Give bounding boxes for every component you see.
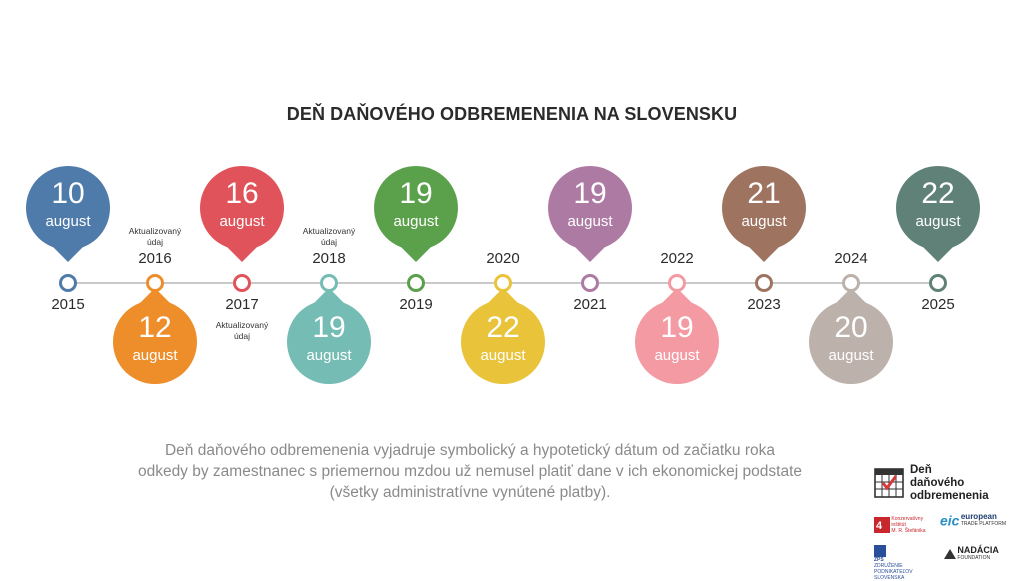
bubble-month: august xyxy=(132,347,178,364)
eic-european-logo: eic european TRADE PLATFORM xyxy=(940,512,1007,529)
date-bubble-2022: 19 august xyxy=(635,288,719,384)
bubble-month: august xyxy=(219,213,265,230)
date-bubble-2021: 19 august xyxy=(548,166,632,262)
timeline-node-2015 xyxy=(59,274,77,292)
ki-mark-icon: 4 xyxy=(874,517,890,533)
timeline-node-2017 xyxy=(233,274,251,292)
description: Deň daňového odbremenenia vyjadruje symb… xyxy=(120,440,820,503)
timeline-node-2019 xyxy=(407,274,425,292)
date-bubble-2020: 22 august xyxy=(461,288,545,384)
date-bubble-2017: 16 august xyxy=(200,166,284,262)
year-label: 2018 xyxy=(312,250,346,267)
page-title: DEŇ DAŇOVÉHO ODBREMENENIA NA SLOVENSKU xyxy=(286,104,738,124)
bubble-month: august xyxy=(480,347,526,364)
date-bubble-2019: 19 august xyxy=(374,166,458,262)
date-bubble-2016: 12 august xyxy=(113,288,197,384)
bubble-month: august xyxy=(306,347,352,364)
nadacia-logo: NADÁCIA FOUNDATION xyxy=(944,546,1012,561)
bubble-day: 19 xyxy=(312,311,346,344)
bubble-pointer xyxy=(399,228,433,262)
svg-text:4: 4 xyxy=(876,520,883,532)
timeline-node-2025 xyxy=(929,274,947,292)
description-line-3: (všetky administratívne vynútené platby)… xyxy=(329,484,611,501)
date-bubble-2024: 20 august xyxy=(809,288,893,384)
zps-logo: ZPS ZDRUŽENIE PODNIKATEĽOV SLOVENSKA xyxy=(874,545,940,581)
bubble-pointer xyxy=(573,228,607,262)
bubble-day: 10 xyxy=(51,177,85,210)
description-line-2: odkedy by zamestnanec s priemernou mzdou… xyxy=(137,463,803,480)
bubble-pointer xyxy=(51,228,85,262)
year-label: 2022 xyxy=(660,250,694,267)
year-label: 2019 xyxy=(399,296,433,313)
bubble-month: august xyxy=(393,213,439,230)
bubble-day: 12 xyxy=(138,311,172,344)
year-label: 2016 xyxy=(138,250,172,267)
year-label: 2020 xyxy=(486,250,520,267)
updated-data-note: Aktualizovaný údaj xyxy=(215,320,269,341)
year-label: 2021 xyxy=(573,296,607,313)
timeline-node-2018 xyxy=(320,274,338,292)
zps-mark-icon xyxy=(874,545,886,557)
timeline-node-2024 xyxy=(842,274,860,292)
bubble-pointer xyxy=(225,228,259,262)
bubble-day: 20 xyxy=(834,311,868,344)
timeline-node-2023 xyxy=(755,274,773,292)
bubble-pointer xyxy=(747,228,781,262)
den-danoveho-odbremenenia-logo: Deň daňového odbremenenia xyxy=(874,464,1014,506)
date-bubble-2023: 21 august xyxy=(722,166,806,262)
bubble-day: 22 xyxy=(921,177,955,210)
bubble-month: august xyxy=(45,213,91,230)
bubble-month: august xyxy=(654,347,700,364)
timeline-node-2022 xyxy=(668,274,686,292)
year-label: 2025 xyxy=(921,296,955,313)
year-label: 2015 xyxy=(51,296,85,313)
bubble-day: 22 xyxy=(486,311,520,344)
year-label: 2017 xyxy=(225,296,259,313)
updated-data-note: Aktualizovaný údaj xyxy=(302,226,356,247)
bubble-day: 19 xyxy=(573,177,607,210)
year-label: 2023 xyxy=(747,296,781,313)
bubble-month: august xyxy=(915,213,961,230)
bubble-month: august xyxy=(828,347,874,364)
timeline-node-2016 xyxy=(146,274,164,292)
bubble-month: august xyxy=(741,213,787,230)
logo-main-line-3: odbremenenia xyxy=(910,490,989,502)
logo-main-line-2: daňového xyxy=(910,477,965,489)
logo-main-line-1: Deň xyxy=(910,464,932,476)
updated-data-note: Aktualizovaný údaj xyxy=(128,226,182,247)
timeline-node-2021 xyxy=(581,274,599,292)
bubble-day: 19 xyxy=(660,311,694,344)
konzervativny-institut-logo: 4 Konzervatívny inštitút M. R. Štefánika xyxy=(874,516,926,534)
calendar-icon xyxy=(874,468,904,498)
bubble-day: 19 xyxy=(399,177,433,210)
date-bubble-2025: 22 august xyxy=(896,166,980,262)
bubble-day: 16 xyxy=(225,177,259,210)
bubble-day: 21 xyxy=(747,177,781,210)
nadacia-mark-icon xyxy=(944,549,956,559)
date-bubble-2018: 19 august xyxy=(287,288,371,384)
year-label: 2024 xyxy=(834,250,868,267)
bubble-month: august xyxy=(567,213,613,230)
bubble-pointer xyxy=(921,228,955,262)
timeline-node-2020 xyxy=(494,274,512,292)
date-bubble-2015: 10 august xyxy=(26,166,110,262)
description-line-1: Deň daňového odbremenenia vyjadruje symb… xyxy=(164,442,775,459)
